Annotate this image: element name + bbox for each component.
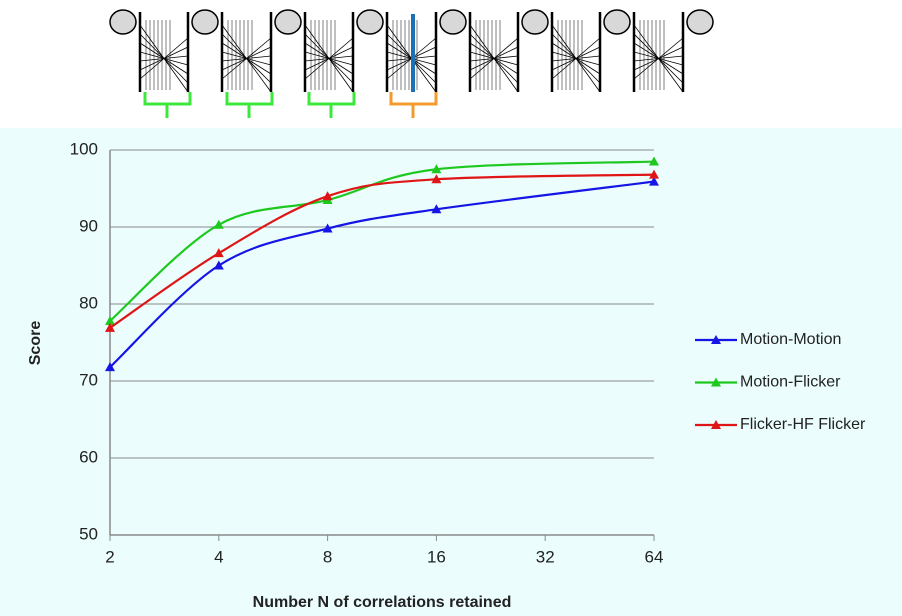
data-point bbox=[431, 164, 442, 174]
legend-label: Motion-Flicker bbox=[740, 374, 841, 391]
diagram-link bbox=[633, 37, 684, 80]
diagram-node bbox=[521, 9, 549, 35]
y-axis-label: Score bbox=[27, 321, 44, 366]
data-point bbox=[322, 191, 333, 201]
legend-label: Motion-Motion bbox=[740, 331, 841, 348]
x-tick-label: 4 bbox=[214, 547, 223, 566]
diagram-node bbox=[439, 9, 467, 35]
diagram-bracket bbox=[389, 92, 438, 118]
legend-marker bbox=[711, 377, 721, 387]
x-tick-label: 32 bbox=[536, 547, 555, 566]
data-point bbox=[105, 362, 115, 372]
y-tick-label: 60 bbox=[79, 447, 98, 466]
x-tick-label: 64 bbox=[645, 547, 664, 566]
data-point bbox=[213, 248, 224, 258]
diagram-link bbox=[551, 37, 601, 80]
y-tick-label: 80 bbox=[79, 293, 98, 312]
data-point bbox=[431, 174, 442, 184]
diagram-node bbox=[191, 9, 219, 35]
diagram-node bbox=[274, 9, 302, 35]
data-point bbox=[431, 204, 442, 214]
legend-label: Flicker-HF Flicker bbox=[740, 416, 866, 433]
diagram-node bbox=[109, 9, 137, 35]
diagram-link bbox=[304, 37, 354, 80]
diagram-bracket bbox=[307, 92, 356, 118]
diagram-node bbox=[686, 9, 714, 35]
data-point bbox=[649, 169, 659, 179]
diagram-link bbox=[221, 37, 272, 80]
data-point bbox=[105, 315, 115, 325]
diagram-node bbox=[603, 9, 631, 35]
diagram-bracket bbox=[143, 92, 192, 118]
y-tick-label: 50 bbox=[79, 524, 98, 543]
diagram-link bbox=[469, 37, 519, 80]
data-point bbox=[105, 322, 115, 332]
data-point bbox=[649, 176, 659, 186]
x-tick-label: 8 bbox=[323, 547, 332, 566]
diagram-bracket bbox=[225, 92, 274, 118]
network-diagram bbox=[109, 9, 714, 118]
diagram-link bbox=[139, 37, 189, 80]
y-tick-label: 70 bbox=[79, 370, 98, 389]
legend-marker bbox=[711, 420, 721, 429]
data-point bbox=[322, 223, 333, 233]
x-tick-label: 16 bbox=[427, 547, 446, 566]
x-tick-label: 2 bbox=[105, 547, 114, 566]
y-tick-label: 100 bbox=[70, 139, 98, 158]
legend-marker bbox=[711, 335, 721, 344]
x-axis-label: Number N of correlations retained bbox=[253, 594, 512, 611]
y-tick-label: 90 bbox=[79, 216, 98, 235]
data-point bbox=[213, 260, 224, 270]
data-point bbox=[649, 156, 659, 166]
diagram-node bbox=[356, 9, 384, 35]
chart-background bbox=[0, 128, 902, 616]
data-point bbox=[213, 219, 224, 229]
